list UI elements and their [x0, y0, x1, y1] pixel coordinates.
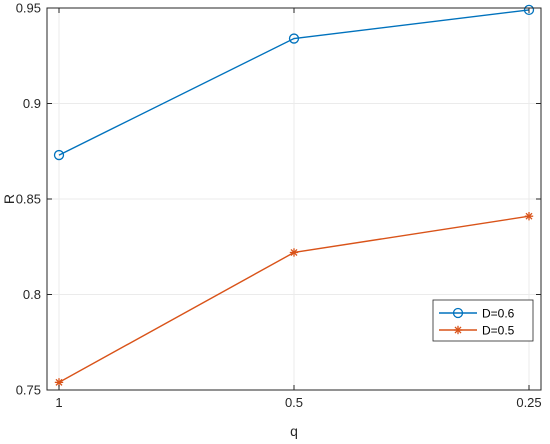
asterisk-stroke	[525, 212, 533, 220]
data-point	[523, 4, 535, 16]
series-layer	[53, 4, 535, 387]
asterisk-stroke	[454, 326, 462, 334]
y-tick-label: 0.95	[16, 1, 41, 16]
y-tick-label: 0.85	[16, 192, 41, 207]
y-tick-label: 0.8	[23, 287, 41, 302]
x-tick-label: 0.25	[516, 395, 541, 410]
asterisk-stroke	[55, 378, 63, 386]
series-line-0	[58, 9, 530, 156]
legend-marker	[453, 325, 463, 335]
y-tick-label: 0.75	[16, 383, 41, 398]
data-point	[289, 248, 299, 257]
legend-box	[432, 299, 534, 342]
legend-label: D=0.5	[482, 324, 515, 338]
data-point	[524, 211, 534, 221]
y-tick-label: 0.9	[23, 96, 41, 111]
x-tick-label: 1	[55, 395, 62, 410]
y-axis-label: R	[1, 194, 17, 204]
legend-marker	[452, 307, 464, 319]
data-point	[53, 149, 65, 161]
data-point	[288, 33, 300, 44]
asterisk-stroke	[290, 248, 298, 256]
legend: D=0.6 D=0.5	[432, 299, 534, 342]
ticks: 1 0.5 0.25 0.75 0.8 0.85 0.9 0.95	[16, 1, 542, 411]
x-tick-label: 0.5	[285, 395, 303, 410]
legend-label: D=0.6	[482, 307, 515, 321]
x-axis-label: q	[290, 423, 298, 439]
